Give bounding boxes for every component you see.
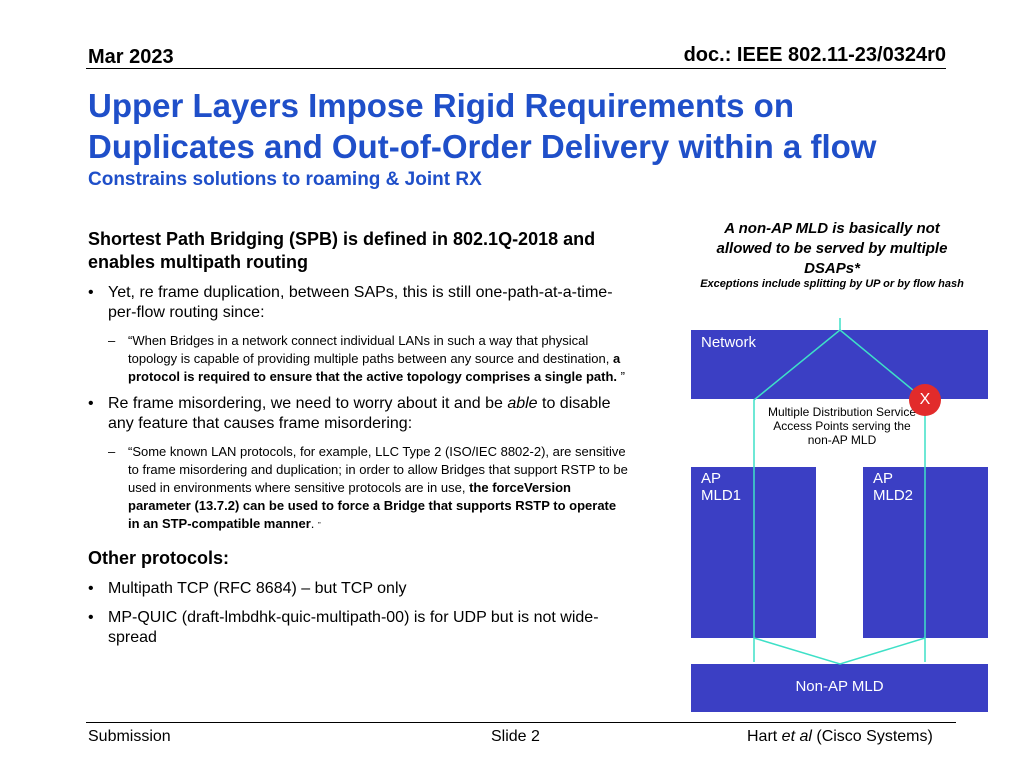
- ap-mld1-line2: MLD1: [701, 487, 742, 504]
- bullet-marker: •: [88, 580, 94, 597]
- slide-body: Shortest Path Bridging (SPB) is defined …: [88, 228, 628, 657]
- bullet-misordering-tail: to disable any feature that causes frame…: [108, 395, 611, 432]
- non-ap-mld-box: Non-AP MLD: [691, 664, 988, 712]
- footer-authors: Hart et al (Cisco Systems): [747, 728, 933, 746]
- network-box: Network: [691, 330, 988, 399]
- slide-title: Upper Layers Impose Rigid Requirements o…: [88, 85, 968, 167]
- bullet-duplication-text: Yet, re frame duplication, between SAPs,…: [108, 284, 613, 321]
- quote-rstp-bold: the forceVersion parameter (13.7.2) can …: [128, 480, 617, 531]
- footer-divider: [86, 722, 956, 723]
- ap-mld2-line2: MLD2: [873, 487, 914, 504]
- link-ap-non-ap: [753, 637, 926, 665]
- blocked-x-icon: X: [909, 384, 941, 416]
- spb-heading: Shortest Path Bridging (SPB) is defined …: [88, 229, 596, 272]
- quote-rstp-text: “Some known LAN protocols, for example, …: [128, 444, 628, 495]
- dash-marker: –: [108, 333, 116, 348]
- header-divider: [86, 68, 946, 69]
- slide-subtitle: Constrains solutions to roaming & Joint …: [88, 169, 482, 190]
- quote-spb-bold: a protocol is required to ensure that th…: [128, 351, 621, 384]
- bullet-marker: •: [88, 284, 94, 301]
- bullet-misordering-text: Re frame misordering, we need to worry a…: [108, 395, 508, 412]
- title-line-2: Duplicates and Out-of-Order Delivery wit…: [88, 128, 877, 165]
- ap-mld2-label: AP MLD2: [873, 470, 913, 504]
- ap-mld1-label: AP MLD1: [701, 470, 741, 504]
- bullet-duplication: • Yet, re frame duplication, between SAP…: [88, 283, 628, 323]
- header-date: Mar 2023: [88, 46, 174, 68]
- diagram-subtitle: Exceptions include splitting by UP or by…: [700, 278, 964, 290]
- header-doc-id: doc.: IEEE 802.11-23/0324r0: [683, 44, 946, 66]
- footer-et-al: et al: [781, 728, 812, 745]
- quote-rstp-period: .: [310, 516, 318, 531]
- network-label: Network: [701, 334, 757, 351]
- bullet-marker: •: [88, 395, 94, 412]
- mdsap-label: Multiple Distribution Service Access Poi…: [767, 405, 917, 447]
- ap-mld2-line1: AP: [873, 470, 894, 487]
- quote-spb-close: ”: [617, 369, 625, 384]
- ap-mld1-line1: AP: [701, 470, 722, 487]
- footer-author-name: Hart: [747, 728, 782, 745]
- link-network-ap1: [753, 318, 841, 662]
- footer-affiliation: (Cisco Systems): [811, 728, 933, 745]
- quote-rstp: – “Some known LAN protocols, for example…: [88, 443, 628, 535]
- bullet-mpquic-text: MP-QUIC (draft-lmbdhk-quic-multipath-00)…: [108, 609, 599, 646]
- bullet-misordering-emphasis: able: [507, 395, 538, 412]
- bullet-mptcp: • Multipath TCP (RFC 8684) – but TCP onl…: [88, 579, 628, 599]
- title-line-1: Upper Layers Impose Rigid Requirements o…: [88, 87, 794, 124]
- other-protocols-heading: Other protocols:: [88, 548, 230, 568]
- bullet-marker: •: [88, 609, 94, 626]
- dash-marker: –: [108, 444, 116, 459]
- footer-submission: Submission: [88, 728, 171, 745]
- bullet-mptcp-text: Multipath TCP (RFC 8684) – but TCP only: [108, 580, 407, 597]
- link-network-ap2: [839, 329, 926, 662]
- footer-slide-number: Slide 2: [491, 728, 540, 745]
- diagram-title: A non-AP MLD is basically not allowed to…: [716, 220, 948, 277]
- quote-spb: – “When Bridges in a network connect ind…: [88, 332, 628, 386]
- bullet-mpquic: • MP-QUIC (draft-lmbdhk-quic-multipath-0…: [88, 608, 628, 648]
- quote-spb-text: “When Bridges in a network connect indiv…: [128, 333, 613, 366]
- bullet-misordering: • Re frame misordering, we need to worry…: [88, 394, 628, 434]
- quote-rstp-close: ”: [318, 521, 321, 530]
- non-ap-mld-label: Non-AP MLD: [795, 678, 884, 695]
